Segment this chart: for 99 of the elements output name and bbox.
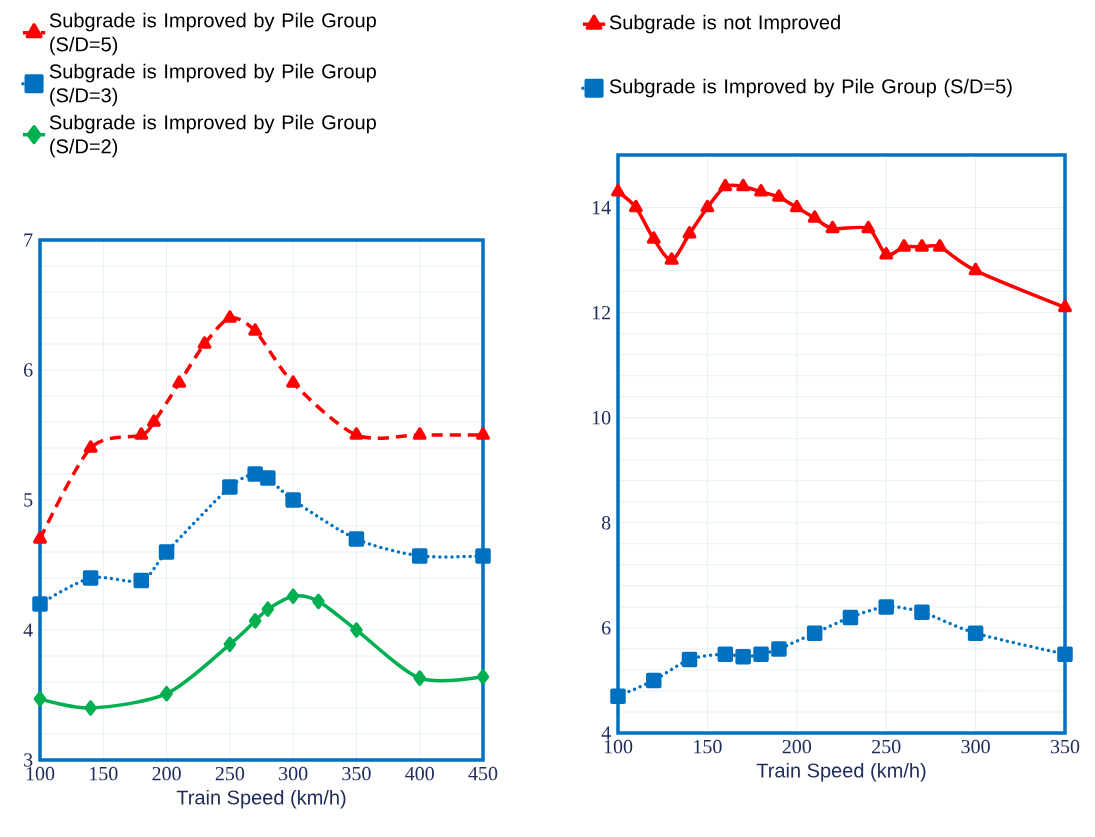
point [33,691,47,707]
point [735,649,751,665]
point [312,593,325,610]
point [1058,299,1072,313]
point [915,239,929,252]
point [133,572,150,589]
x-tick-label: 250 [872,739,901,754]
point [861,220,876,234]
x-tick-label: 200 [152,766,181,781]
x-tick-label: 300 [961,739,990,754]
x-tick-label: 450 [468,766,498,781]
point [789,199,804,213]
x-tick-label: 250 [215,766,245,781]
point [286,375,301,388]
y-tick-label: 7 [24,233,33,247]
legend-label: Subgrade is not Improved [609,14,840,34]
point [84,700,97,716]
y-tick-label: 14 [592,200,611,215]
point [172,375,187,388]
y-tick-label: 10 [592,410,611,425]
y-tick-label: 4 [23,623,33,637]
point [285,492,301,508]
point [476,427,490,440]
point [260,470,276,486]
point [223,636,237,653]
point [646,231,661,244]
x-axis-title: Train Speed (km/h) [176,789,346,809]
y-tick-label: 8 [601,516,611,530]
point [879,247,894,260]
point [1057,646,1073,662]
point [842,609,859,626]
x-tick-label: 350 [1050,739,1080,754]
point [286,588,300,604]
point [412,427,427,440]
point [682,226,697,239]
point [83,440,98,453]
point [197,336,212,349]
point [413,670,426,686]
x-tick-label: 150 [90,766,118,781]
legend-label: Subgrade is Improved by Pile Group (S/D=3) [49,63,376,107]
point [753,646,769,662]
y-tick-label: 6 [602,621,611,635]
point [717,646,734,662]
point [261,601,275,617]
point [968,262,983,276]
y-tick-label: 3 [24,753,33,767]
x-tick-label: 100 [26,766,55,781]
point [611,184,625,197]
point [806,625,823,641]
point [878,599,894,615]
point [146,414,161,427]
point [897,239,912,252]
point [247,466,263,482]
point [932,239,947,252]
point [248,323,263,336]
legend-label: Subgrade is Improved by Pile Group (S/D=5) [609,78,1012,98]
point [754,184,768,197]
point [158,544,175,560]
point [771,641,787,657]
point [718,178,733,192]
point [967,625,984,641]
x-tick-label: 150 [694,739,722,754]
point [475,548,491,564]
legend-label: Subgrade is Improved by Pile Group (S/D=2) [49,114,376,158]
point [681,651,698,668]
point [700,199,715,213]
point [82,570,99,586]
point [914,604,930,620]
point [33,531,47,544]
point [628,199,643,213]
point [348,531,365,547]
point [664,252,679,265]
x-tick-label: 200 [782,739,812,754]
y-tick-label: 12 [592,306,611,320]
y-tick-label: 4 [601,726,611,740]
point [222,479,238,495]
y-tick-label: 6 [24,363,33,377]
point [411,548,428,564]
point [134,427,149,440]
x-axis-title: Train Speed (km/h) [756,762,926,782]
legend-label: Subgrade is Improved by Pile Group (S/D=5) [49,12,376,56]
x-tick-label: 300 [279,766,308,781]
point [32,596,48,612]
point [825,220,840,234]
point [248,613,262,629]
x-tick-label: 100 [604,739,633,754]
point [160,685,173,702]
point [807,210,822,223]
y-tick-label: 5 [24,493,33,507]
point [349,427,364,440]
x-tick-label: 400 [405,766,434,781]
point [736,178,751,192]
point [610,688,626,704]
point [646,672,662,689]
point [222,310,237,323]
x-tick-label: 350 [342,766,371,781]
point [771,189,786,202]
point [350,622,363,638]
point [476,669,490,685]
